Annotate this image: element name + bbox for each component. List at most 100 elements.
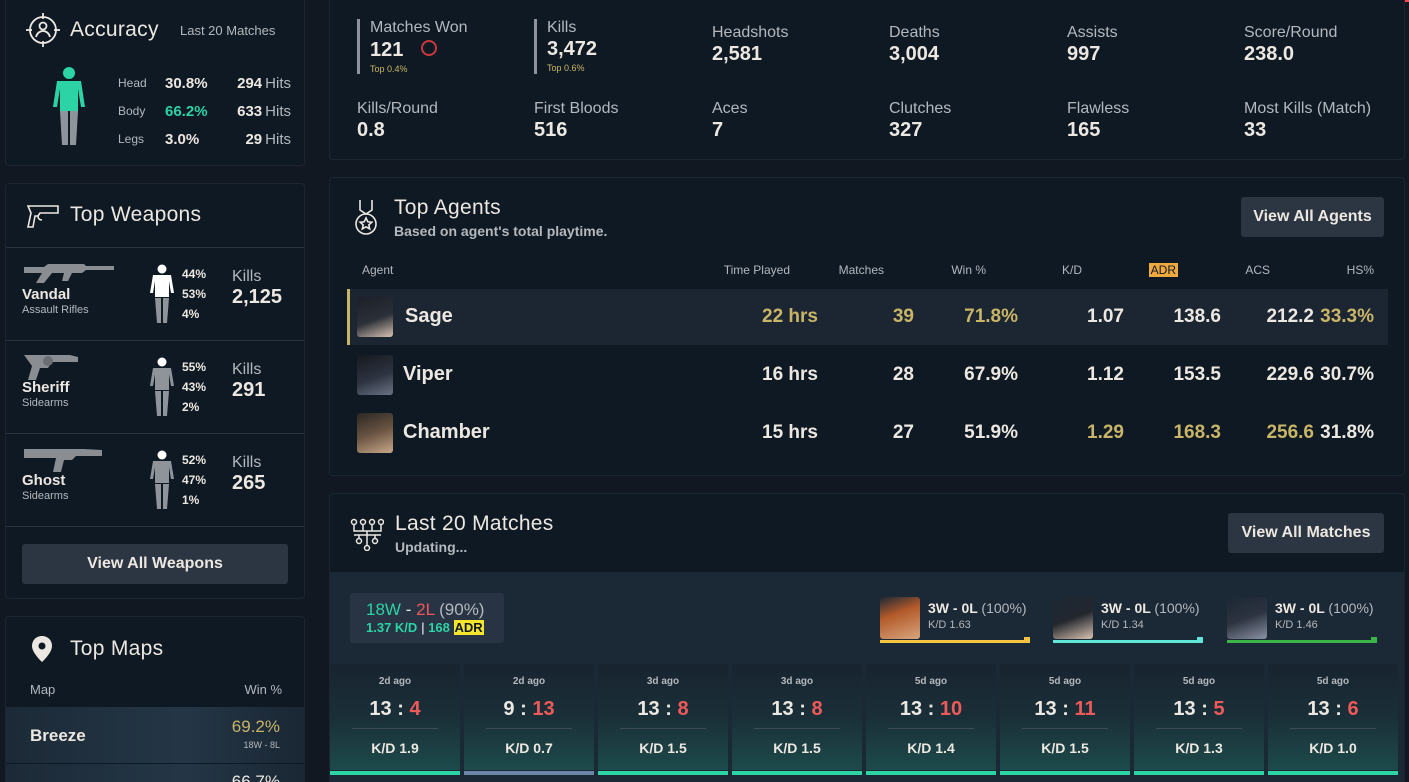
match-kd: K/D 1.5 (639, 740, 687, 756)
agent-portrait-icon (1227, 597, 1267, 639)
match-ago: 3d ago (646, 676, 680, 687)
weapon-kills-label: Kills (232, 361, 262, 378)
matches-subtitle: Updating... (395, 539, 468, 555)
stat-matches-won: Matches Won 121 Top 0.4% (357, 19, 468, 74)
accuracy-pct: 66.2% (165, 102, 208, 120)
view-all-matches-button[interactable]: View All Matches (1228, 513, 1384, 553)
stat-clutches: Clutches 327 (889, 100, 952, 141)
agent-hs: 33.3% (1320, 306, 1374, 327)
weapon-type: Sidearms (22, 397, 69, 409)
body-hit-mini-icon (150, 450, 174, 509)
view-all-agents-button[interactable]: View All Agents (1241, 197, 1384, 237)
accuracy-rows: Head 30.8% 294 Hits Body 66.2% 633 Hits Le… (118, 69, 296, 153)
matches-title: Last 20 Matches (395, 512, 554, 535)
agent-record-3[interactable]: 3W - 0L (100%) K/D 1.46 (1227, 595, 1377, 643)
agent-record-2[interactable]: 3W - 0L (100%) K/D 1.34 (1053, 595, 1203, 643)
match-score: 13 : 4 (369, 698, 421, 720)
match-kd: K/D 0.7 (505, 740, 553, 756)
weapon-kills-label: Kills (232, 268, 262, 285)
match-result-bar (464, 771, 594, 775)
col-adr[interactable]: ADR (1148, 263, 1178, 277)
divider (352, 728, 438, 729)
weapon-name: Vandal (22, 286, 71, 303)
agent-matches: 28 (892, 364, 914, 385)
divider (754, 728, 840, 729)
top-maps-card: Top Maps Map Win % Breeze 69.2% 18W - 8L… (5, 616, 305, 782)
ghost-pistol-icon (24, 449, 102, 472)
view-all-weapons-button[interactable]: View All Weapons (22, 544, 288, 584)
maps-column-headers: Map Win % (30, 682, 282, 697)
agent-time: 16 hrs (762, 364, 818, 385)
match-tile[interactable]: 3d ago 13 : 8 K/D 1.5 (598, 664, 728, 775)
match-result-bar (1134, 771, 1264, 775)
accuracy-label: Head (118, 76, 147, 90)
agent-adr: 138.6 (1173, 306, 1221, 327)
weapon-row-sheriff[interactable]: Sheriff Sidearms 55% 43% 2% Kills 291 (6, 340, 304, 433)
divider (1290, 728, 1376, 729)
match-tile[interactable]: 5d ago 13 : 5 K/D 1.3 (1134, 664, 1264, 775)
match-result-bar (732, 771, 862, 775)
match-tile[interactable]: 2d ago 9 : 13 K/D 0.7 (464, 664, 594, 775)
match-kd: K/D 1.5 (773, 740, 821, 756)
match-tile[interactable]: 3d ago 13 : 8 K/D 1.5 (732, 664, 862, 775)
last-matches-card: Last 20 Matches Updating... View All Mat… (329, 493, 1405, 782)
agent-record-1[interactable]: 3W - 0L (100%) K/D 1.63 (880, 595, 1030, 643)
match-tile[interactable]: 5d ago 13 : 10 K/D 1.4 (866, 664, 996, 775)
agent-row-viper[interactable]: Viper 16 hrs 28 67.9% 1.12 153.5 229.6 3… (347, 347, 1388, 403)
accuracy-label: Legs (118, 132, 145, 146)
col-acs[interactable]: ACS (1245, 263, 1270, 277)
accuracy-card: Accuracy Last 20 Matches Head 30.8% 294 H… (5, 0, 305, 166)
top-weapons-card: Top Weapons Vandal Assault Rifles 44% 53%… (5, 183, 305, 599)
divider (620, 728, 706, 729)
map-row-breeze[interactable]: Breeze 69.2% 18W - 8L (6, 707, 304, 763)
agents-subtitle: Based on agent's total playtime. (394, 223, 608, 239)
agent-row-sage[interactable]: Sage 22 hrs 39 71.8% 1.07 138.6 212.2 33… (347, 289, 1388, 345)
match-score: 13 : 6 (1307, 698, 1359, 720)
match-kd: K/D 1.4 (907, 740, 955, 756)
match-tile[interactable]: 5d ago 13 : 6 K/D 1.0 (1268, 664, 1398, 775)
map-name: Breeze (30, 726, 86, 745)
agents-title: Top Agents (394, 196, 501, 219)
weapon-row-vandal[interactable]: Vandal Assault Rifles 44% 53% 4% Kills 2,1… (6, 247, 304, 340)
agent-win: 71.8% (964, 306, 1018, 327)
weapon-hit-pcts: 52% 47% 1% (182, 453, 207, 507)
accuracy-pct: 30.8% (165, 74, 208, 92)
accuracy-title: Accuracy (70, 18, 159, 41)
overview-stats-card: Matches Won 121 Top 0.4% Kills 3,472 Top… (329, 0, 1405, 160)
agent-row-chamber[interactable]: Chamber 15 hrs 27 51.9% 1.29 168.3 256.6… (347, 405, 1388, 461)
divider (888, 728, 974, 729)
weapon-row-ghost[interactable]: Ghost Sidearms 52% 47% 1% Kills 265 (6, 433, 304, 526)
stat-kills-round: Kills/Round 0.8 (357, 100, 438, 141)
match-tile[interactable]: 2d ago 13 : 4 K/D 1.9 (330, 664, 460, 775)
match-result-bar (598, 771, 728, 775)
sage-portrait-icon (357, 297, 393, 337)
body-hit-mini-icon (150, 357, 174, 416)
sheriff-revolver-icon (24, 355, 78, 380)
col-hs-pct[interactable]: HS% (1346, 263, 1374, 277)
stat-headshots: Headshots 2,581 (712, 24, 789, 65)
accuracy-header: Accuracy (26, 13, 159, 47)
match-kd: K/D 1.0 (1309, 740, 1357, 756)
col-matches[interactable]: Matches (838, 263, 884, 277)
agent-kd: 1.12 (1087, 364, 1124, 385)
col-win-pct[interactable]: Win % (951, 263, 986, 277)
map-record: 18W - 8L (243, 740, 280, 750)
agent-name: Viper (403, 363, 453, 385)
agent-matches: 27 (892, 422, 914, 443)
col-kd[interactable]: K/D (1061, 263, 1082, 277)
match-kd: K/D 1.3 (1175, 740, 1223, 756)
map-win-pct: 69.2% (231, 717, 280, 736)
match-ago: 5d ago (914, 676, 948, 687)
match-result-bar (1000, 771, 1130, 775)
accuracy-hits: 633 Hits (237, 102, 291, 120)
match-tile[interactable]: 5d ago 13 : 11 K/D 1.5 (1000, 664, 1130, 775)
map-row-2[interactable]: 66.7% (6, 764, 304, 782)
agent-acs: 229.6 (1266, 364, 1314, 385)
matches-header: Last 20 Matches Updating... (350, 512, 554, 555)
divider (6, 526, 304, 527)
col-agent[interactable]: Agent (362, 263, 394, 277)
col-time-played[interactable]: Time Played (723, 263, 790, 277)
match-score: 9 : 13 (503, 698, 555, 720)
body-hit-figure-icon (53, 67, 85, 145)
viper-portrait-icon (357, 355, 393, 395)
